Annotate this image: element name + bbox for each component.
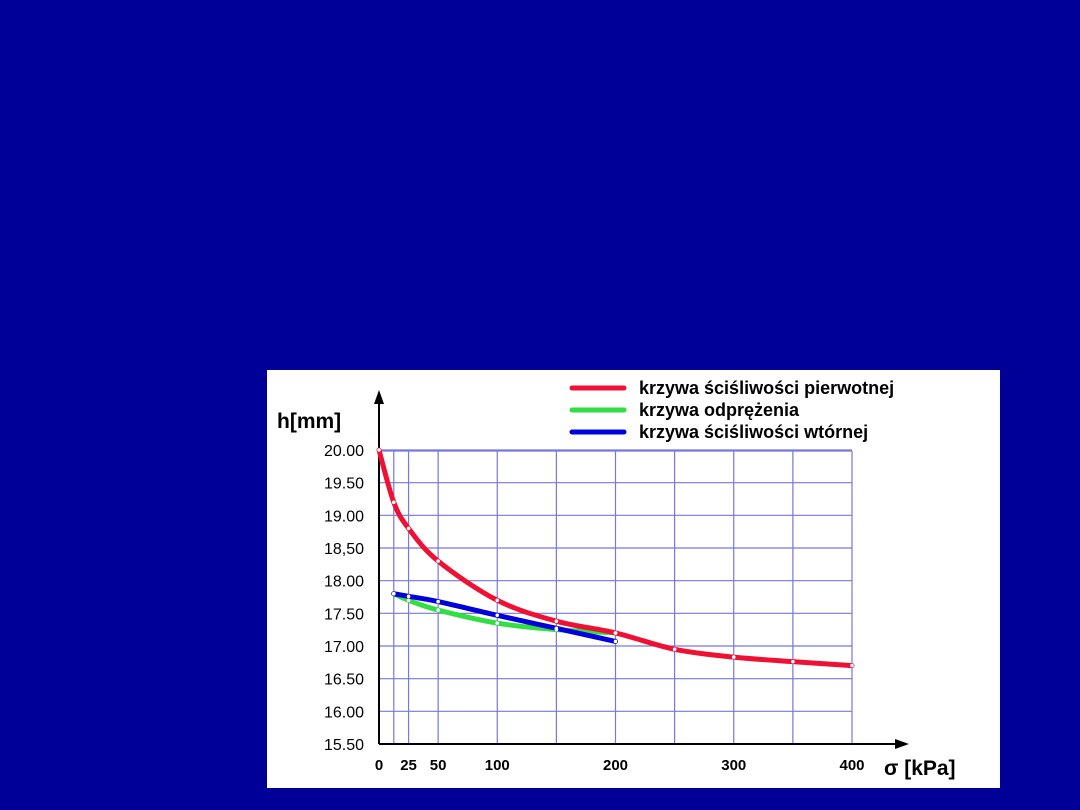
legend-label: krzywa odprężenia bbox=[639, 400, 800, 420]
x-tick-label: 400 bbox=[839, 757, 864, 774]
data-point bbox=[613, 631, 618, 635]
y-tick-label: 17.50 bbox=[324, 606, 364, 623]
data-point bbox=[850, 663, 854, 668]
x-tick-label: 0 bbox=[375, 757, 383, 774]
y-tick-label: 18,50 bbox=[324, 541, 364, 558]
data-point bbox=[731, 655, 736, 659]
data-point bbox=[391, 591, 396, 596]
chart: 20.00 19.50 19.00 18,50 18.00 17.50 17.00 16.50… bbox=[277, 378, 956, 780]
x-tick-label: 200 bbox=[603, 757, 628, 774]
y-tick-label: 15.50 bbox=[324, 737, 364, 754]
x-tick-label: 300 bbox=[721, 757, 746, 774]
x-tick-label: 25 bbox=[400, 757, 417, 774]
grid bbox=[378, 449, 853, 745]
x-tick-labels: 0 25 50 100 200 300 400 bbox=[375, 757, 865, 774]
data-point bbox=[672, 647, 677, 652]
data-point bbox=[406, 594, 411, 599]
data-point bbox=[377, 448, 381, 452]
data-point bbox=[406, 598, 411, 603]
data-point bbox=[436, 599, 440, 604]
data-point bbox=[495, 621, 500, 625]
x-tick-label: 100 bbox=[485, 757, 510, 774]
data-point bbox=[554, 619, 559, 623]
y-axis-arrow bbox=[374, 390, 384, 404]
series-line-3 bbox=[391, 591, 618, 644]
y-tick-label: 16.50 bbox=[324, 672, 364, 689]
data-point bbox=[436, 559, 440, 563]
x-axis-label: σ [kPa] bbox=[884, 757, 956, 780]
data-point bbox=[554, 626, 559, 631]
y-tick-label: 19.00 bbox=[324, 508, 364, 525]
y-tick-label: 20.00 bbox=[324, 443, 364, 460]
data-point bbox=[495, 613, 500, 618]
chart-panel: 20.00 19.50 19.00 18,50 18.00 17.50 17.00 16.50… bbox=[267, 370, 1000, 788]
y-tick-label: 18.00 bbox=[324, 574, 364, 591]
data-point bbox=[791, 659, 795, 664]
legend-label: krzywa ściśliwości wtórnej bbox=[639, 422, 868, 442]
x-axis-arrow bbox=[895, 739, 909, 749]
axes: 20.00 19.50 19.00 18,50 18.00 17.50 17.00 16.50… bbox=[277, 378, 956, 780]
points-layer bbox=[377, 448, 854, 668]
legend-label: krzywa ściśliwości pierwotnej bbox=[639, 378, 894, 398]
y-tick-labels: 20.00 19.50 19.00 18,50 18.00 17.50 17.00 16.50… bbox=[324, 443, 364, 754]
data-point bbox=[495, 598, 500, 603]
y-tick-label: 17.00 bbox=[324, 639, 364, 656]
y-tick-label: 16.00 bbox=[324, 704, 364, 721]
y-axis-label: h[mm] bbox=[277, 410, 341, 433]
x-tick-label: 50 bbox=[430, 757, 447, 774]
data-point bbox=[613, 639, 618, 644]
y-tick-label: 19.50 bbox=[324, 476, 364, 493]
data-point bbox=[391, 500, 396, 505]
data-point bbox=[406, 526, 411, 531]
data-point bbox=[436, 608, 440, 612]
